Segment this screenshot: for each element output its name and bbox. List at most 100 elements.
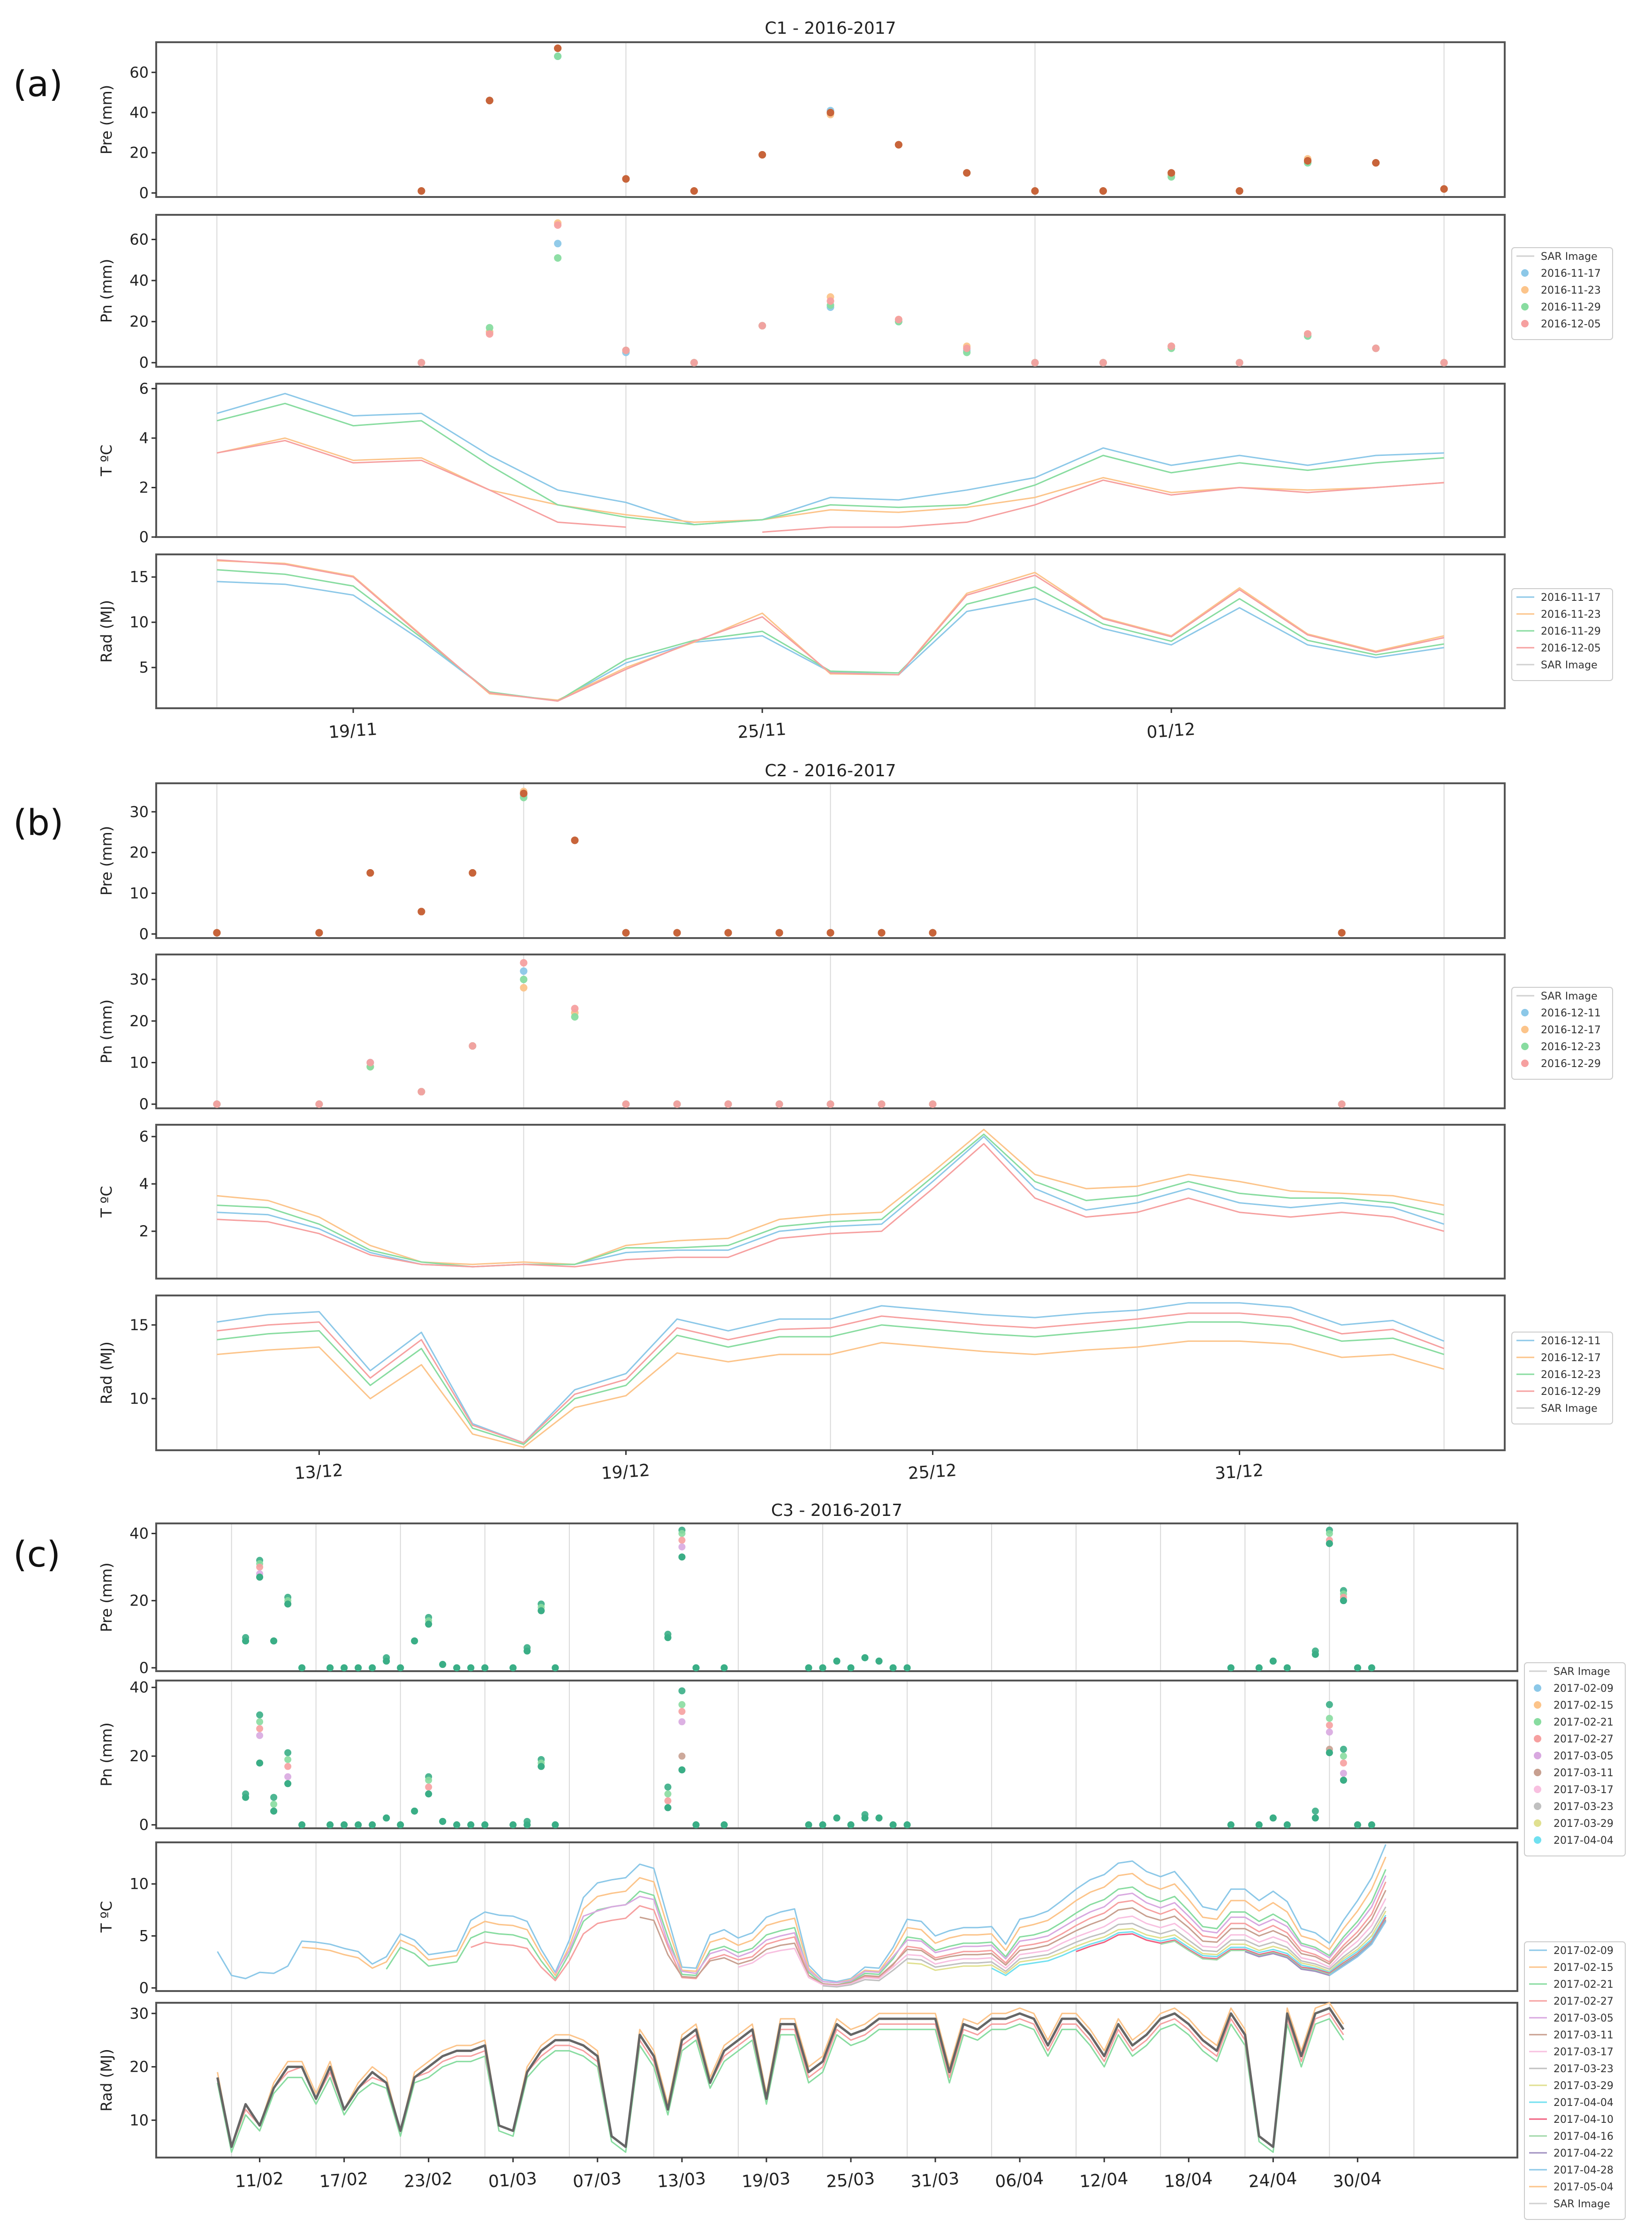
data-point xyxy=(805,1821,812,1829)
data-point xyxy=(819,1664,826,1672)
data-point xyxy=(692,1821,700,1829)
data-point xyxy=(284,1749,292,1757)
y-tick-label: 6 xyxy=(139,380,149,398)
data-point xyxy=(678,1752,686,1760)
legend-marker xyxy=(1521,269,1529,277)
data-point xyxy=(520,984,528,992)
data-point xyxy=(833,1658,841,1665)
legend-marker xyxy=(1521,1043,1529,1050)
data-point xyxy=(425,1621,432,1628)
data-point xyxy=(284,1756,292,1763)
y-tick-label: 40 xyxy=(129,1524,149,1542)
data-point xyxy=(1099,359,1107,367)
y-tick-label: 6 xyxy=(139,1128,149,1145)
data-point xyxy=(554,44,562,52)
data-point xyxy=(1227,1664,1235,1672)
data-point xyxy=(256,1563,264,1571)
series-line xyxy=(217,1143,1445,1268)
y-axis-label: Pn (mm) xyxy=(98,259,115,323)
legend-frame xyxy=(1511,1332,1613,1424)
x-tick-label: 07/03 xyxy=(572,2169,622,2191)
data-point xyxy=(664,1804,672,1811)
data-point xyxy=(425,1776,432,1784)
x-tick-label: 19/12 xyxy=(600,1461,650,1483)
legend-marker xyxy=(1534,1819,1541,1827)
data-point xyxy=(894,316,902,324)
data-point xyxy=(1326,1749,1333,1757)
data-point xyxy=(1338,1100,1346,1108)
x-tick-label: 30/04 xyxy=(1332,2169,1382,2191)
data-point xyxy=(819,1821,826,1829)
legend-label: 2017-03-11 xyxy=(1553,1767,1614,1779)
data-point xyxy=(417,908,425,916)
legend-marker xyxy=(1534,1735,1541,1742)
series-line xyxy=(639,1890,1387,1986)
y-tick-label: 30 xyxy=(129,2005,149,2022)
x-tick-label: 13/12 xyxy=(294,1461,343,1483)
y-axis-label: Rad (MJ) xyxy=(98,2049,115,2112)
y-axis-label: Pre (mm) xyxy=(98,85,115,154)
data-point xyxy=(878,1100,886,1108)
data-point xyxy=(692,1664,700,1672)
y-axis-label: T ºC xyxy=(98,1901,115,1933)
legend-label: SAR Image xyxy=(1541,251,1598,263)
series-line xyxy=(217,1302,1445,1444)
data-point xyxy=(284,1600,292,1608)
data-point xyxy=(1368,1821,1375,1829)
series-line xyxy=(738,1898,1387,1987)
data-point xyxy=(1167,169,1175,177)
data-point xyxy=(673,1100,681,1108)
y-tick-label: 20 xyxy=(129,844,149,862)
y-tick-label: 0 xyxy=(139,1816,149,1834)
y-axis-label: Rad (MJ) xyxy=(98,600,115,663)
y-axis-label: Pre (mm) xyxy=(98,1562,115,1632)
data-point xyxy=(1283,1821,1291,1829)
data-point xyxy=(1326,1540,1333,1547)
subplot-frame xyxy=(155,383,1506,538)
legend-label: 2017-02-15 xyxy=(1553,1700,1614,1711)
data-point xyxy=(1326,1715,1333,1722)
data-point xyxy=(469,1042,477,1050)
series-line xyxy=(907,1910,1387,1974)
data-point xyxy=(425,1783,432,1791)
data-point xyxy=(1099,187,1107,195)
data-point xyxy=(678,1687,686,1695)
data-point xyxy=(622,175,630,183)
y-tick-label: 0 xyxy=(139,1979,149,1997)
legend-label: SAR Image xyxy=(1541,991,1598,1002)
data-point xyxy=(1338,929,1346,937)
data-point xyxy=(826,109,834,116)
data-point xyxy=(552,1821,559,1829)
series-line xyxy=(217,581,1444,702)
data-point xyxy=(554,221,562,229)
legend-marker xyxy=(1521,286,1529,294)
legend-label: 2017-02-27 xyxy=(1553,1734,1614,1745)
data-point xyxy=(439,1661,447,1668)
data-point xyxy=(425,1790,432,1798)
data-point xyxy=(1235,359,1243,367)
data-point xyxy=(775,1100,783,1108)
data-point xyxy=(1031,359,1039,367)
series-line xyxy=(1076,1916,1387,1974)
subplot-rad: 5 10 15 Rad (MJ) xyxy=(98,553,1506,709)
data-point xyxy=(284,1773,292,1780)
y-tick-label: 40 xyxy=(129,272,149,289)
y-tick-label: 2 xyxy=(139,1222,149,1240)
y-tick-label: 10 xyxy=(129,613,149,631)
data-point xyxy=(622,929,630,937)
data-point xyxy=(315,929,323,937)
legend-marker xyxy=(1521,1026,1529,1033)
data-point xyxy=(453,1821,461,1829)
chart-title: C3 - 2016-2017 xyxy=(771,1501,902,1520)
data-point xyxy=(315,1100,323,1108)
legend-label: 2017-03-23 xyxy=(1553,1801,1614,1813)
legend-label: SAR Image xyxy=(1553,1666,1610,1678)
data-point xyxy=(256,1732,264,1739)
data-point xyxy=(724,1100,732,1108)
data-point xyxy=(469,869,477,877)
data-point xyxy=(571,1013,579,1021)
y-tick-label: 10 xyxy=(129,1875,149,1893)
data-point xyxy=(758,322,766,330)
legend-label: 2017-03-29 xyxy=(1553,2080,1614,2092)
